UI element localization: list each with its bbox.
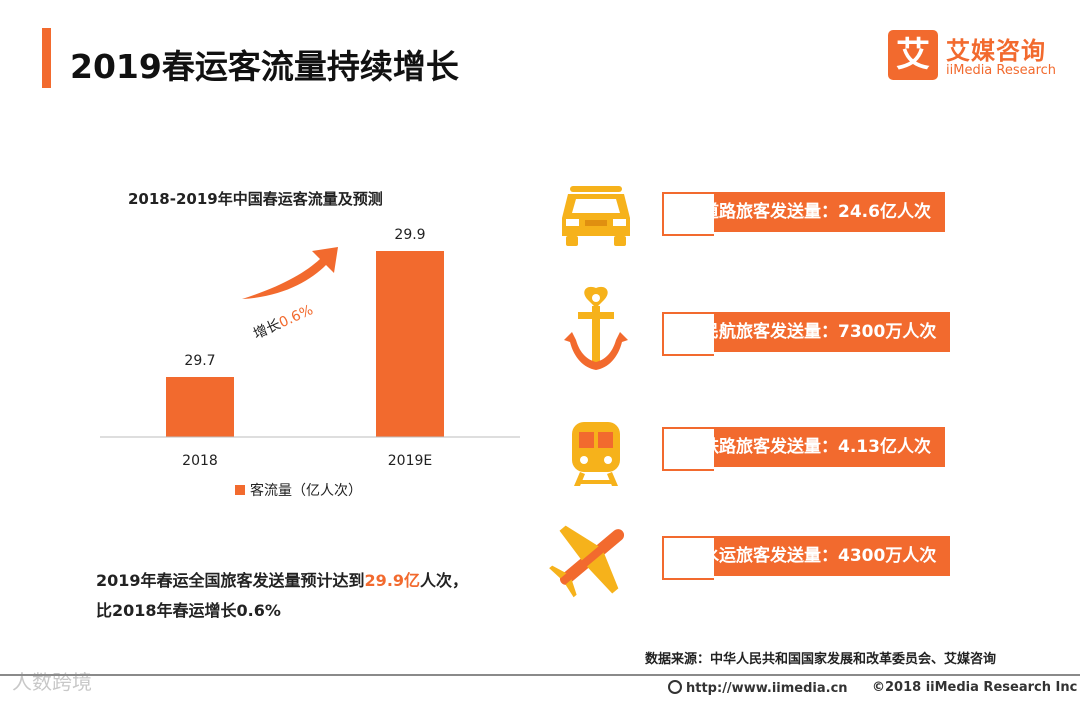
summary-line-1: 2019年春运全国旅客发送量预计达到29.9亿人次， (96, 571, 469, 590)
bar-2018 (166, 377, 234, 437)
anchor-icon (564, 286, 628, 370)
data-label-2019E: 29.9 (394, 227, 425, 243)
data-source: 数据来源：中华人民共和国国家发展和改革委员会、艾媒咨询 (645, 652, 997, 667)
train-icon (572, 422, 620, 486)
globe-icon (668, 680, 682, 694)
footer-divider (0, 674, 1080, 676)
chart-title: 2018-2019年中国春运客流量及预测 (128, 190, 383, 208)
stat-rail: 铁路旅客发送量：4.13亿人次 (662, 427, 945, 471)
footer-url: http://www.iimedia.cn (668, 680, 848, 696)
iimedia-logo: 艾 艾媒咨询 iiMedia Research (888, 30, 1063, 82)
legend-label: 客流量（亿人次） (250, 482, 362, 499)
footer-copyright: ©2018 iiMedia Research Inc (872, 680, 1078, 695)
stat-air: 民航旅客发送量：7300万人次 (662, 312, 951, 356)
car-icon (562, 186, 630, 246)
logo-name-cn: 艾媒咨询 (946, 37, 1046, 65)
bar-2019E (376, 251, 444, 437)
bar-chart: 增长0.6% 29.7 2018 29.9 2019E 客流量（亿人次） (100, 227, 520, 499)
stat-water: 水运旅客发送量：4300万人次 (662, 536, 951, 580)
growth-annotation: 增长0.6% (251, 302, 316, 342)
data-label-2018: 29.7 (184, 353, 215, 369)
logo-mark: 艾 (888, 30, 938, 80)
growth-arrow (242, 247, 338, 299)
x-tick-label-2019E: 2019E (388, 453, 432, 469)
logo-name-en: iiMedia Research (946, 63, 1057, 78)
airplane-icon (549, 525, 625, 598)
x-tick-label-2018: 2018 (182, 453, 218, 469)
stat-road: 道路旅客发送量：24.6亿人次 (662, 192, 945, 236)
watermark: 人数跨境 (12, 670, 92, 694)
summary-text: 2019年春运全国旅客发送量预计达到29.9亿人次， 比2018年春运增长0.6… (96, 566, 468, 626)
legend-swatch (235, 485, 245, 495)
summary-highlight: 29.9亿 (364, 571, 421, 590)
title-accent-bar (42, 28, 51, 88)
summary-line-2: 比2018年春运增长0.6% (96, 601, 281, 620)
page-title: 2019春运客流量持续增长 (70, 47, 459, 86)
